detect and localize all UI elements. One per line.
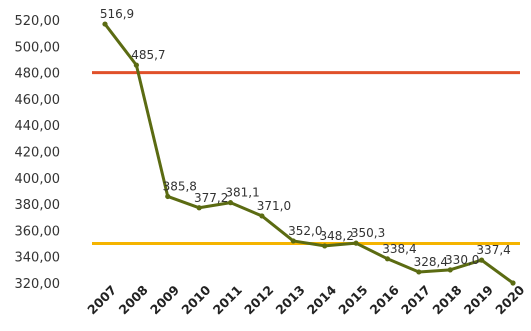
data-point bbox=[133, 62, 139, 68]
data-label: 485,7 bbox=[131, 48, 165, 62]
data-point bbox=[227, 200, 234, 206]
data-label: 377,2 bbox=[194, 191, 228, 205]
data-point bbox=[259, 213, 265, 219]
x-tick-label: 2010 bbox=[178, 282, 213, 317]
x-tick-label: 2019 bbox=[461, 282, 496, 317]
x-tick-label: 2013 bbox=[273, 282, 308, 317]
y-tick-label: 360,00 bbox=[15, 224, 61, 239]
data-point bbox=[322, 243, 328, 249]
data-label: 348,2 bbox=[320, 229, 354, 243]
data-point bbox=[353, 240, 359, 246]
data-label: 337,4 bbox=[476, 243, 510, 257]
y-tick-label: 500,00 bbox=[15, 40, 61, 55]
data-label: 330,0 bbox=[445, 253, 479, 267]
data-point bbox=[290, 238, 296, 244]
x-tick-label: 2008 bbox=[116, 282, 151, 317]
data-label: 371,0 bbox=[257, 199, 291, 213]
y-tick-label: 480,00 bbox=[15, 67, 61, 82]
x-axis: 2007200820092010201120122013201420152016… bbox=[84, 282, 527, 317]
data-point bbox=[196, 205, 202, 211]
x-tick-label: 2016 bbox=[367, 282, 402, 317]
data-label: 328,4 bbox=[414, 255, 448, 269]
y-tick-label: 460,00 bbox=[15, 93, 61, 108]
data-label: 516,9 bbox=[100, 7, 134, 21]
data-point bbox=[165, 193, 171, 200]
data-point bbox=[447, 267, 453, 273]
x-tick-label: 2017 bbox=[398, 282, 433, 317]
y-tick-label: 520,00 bbox=[15, 14, 61, 29]
series-layer bbox=[102, 21, 516, 286]
x-tick-label: 2012 bbox=[241, 282, 276, 317]
data-point bbox=[416, 269, 422, 275]
x-tick-label: 2014 bbox=[304, 282, 339, 317]
x-tick-label: 2018 bbox=[429, 282, 464, 317]
x-tick-label: 2009 bbox=[147, 282, 182, 317]
y-tick-label: 320,00 bbox=[15, 277, 61, 292]
data-point bbox=[479, 257, 485, 263]
y-tick-label: 340,00 bbox=[15, 251, 61, 266]
series-line bbox=[103, 23, 514, 285]
data-label: 350,3 bbox=[351, 226, 385, 240]
data-point bbox=[510, 280, 516, 286]
reference-lines bbox=[92, 71, 520, 246]
data-label: 381,1 bbox=[225, 186, 259, 200]
y-tick-label: 420,00 bbox=[15, 146, 61, 161]
x-tick-label: 2020 bbox=[492, 282, 527, 317]
data-label: 385,8 bbox=[163, 179, 197, 193]
y-tick-label: 380,00 bbox=[15, 198, 61, 213]
data-label: 338,4 bbox=[382, 242, 416, 256]
y-tick-label: 440,00 bbox=[15, 119, 61, 134]
y-tick-label: 400,00 bbox=[15, 172, 61, 187]
x-tick-label: 2011 bbox=[210, 282, 245, 317]
y-axis: 320,00 340,00 360,00 380,00 400,00 420,00 440,… bbox=[15, 14, 61, 292]
data-label: 352,0 bbox=[288, 224, 322, 238]
data-point bbox=[102, 21, 108, 27]
data-point bbox=[384, 256, 391, 262]
x-tick-label: 2015 bbox=[335, 282, 370, 317]
x-tick-label: 2007 bbox=[84, 282, 119, 317]
